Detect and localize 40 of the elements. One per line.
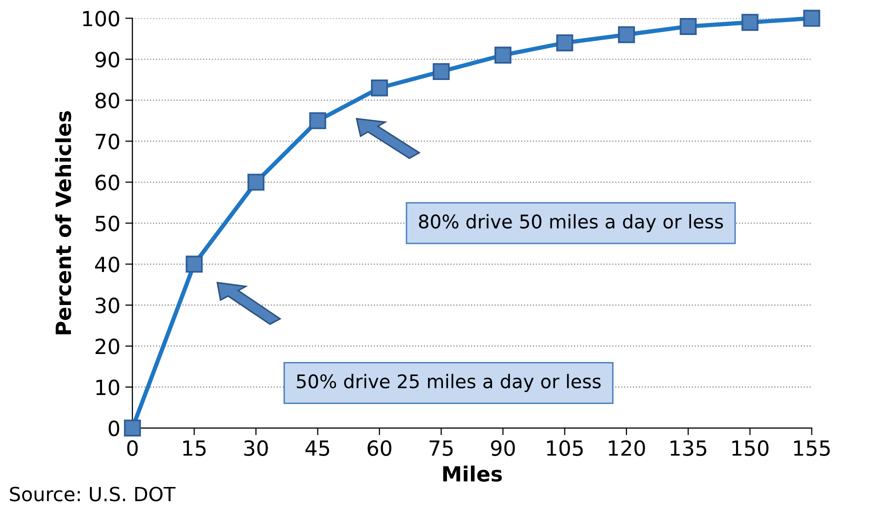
point [494,46,512,64]
point [741,14,758,31]
x-tick-label: 155 [794,440,830,456]
y-tick-label: 50 [96,216,120,232]
x-tick-label: 15 [183,440,206,456]
x-tick-label: 60 [368,440,392,456]
x-tick-label: 90 [491,440,515,456]
point [309,112,326,130]
x-tick-label: 150 [732,440,768,456]
y-tick-label: 60 [96,174,120,190]
x-tick-label: 120 [608,440,645,456]
x-tick-label: 0 [127,440,138,456]
point [186,256,203,273]
point [124,420,141,437]
point [618,26,635,44]
y-tick-label: 100 [83,10,120,26]
x-tick-label: 45 [305,440,330,456]
y-tick-label: 70 [96,134,120,150]
y-tick-label: 10 [96,380,120,396]
x-axis-title: Miles [443,466,502,482]
point [247,174,264,191]
x-tick-label: 105 [547,440,583,456]
y-tick-label: 0 [108,420,120,436]
x-tick-label: 75 [430,440,453,456]
annotation: 80% drive 50 miles a day or less [419,214,723,232]
x-tick-label: 30 [244,440,268,456]
y-axis-title: Percent of Vehicles [55,111,72,334]
y-tick-label: 40 [95,256,120,272]
y-tick-label: 80 [95,92,120,108]
point [680,18,697,35]
source-note: Source: U.S. DOT [10,486,176,502]
point [370,79,388,96]
y-tick-label: 30 [96,298,120,314]
y-tick-label: 20 [96,338,120,354]
y-tick-label: 90 [95,52,120,68]
x-tick-label: 135 [670,440,706,456]
point [556,34,574,52]
annotation: 50% drive 25 miles a day or less [296,374,601,392]
point [803,10,820,27]
point [432,63,450,80]
